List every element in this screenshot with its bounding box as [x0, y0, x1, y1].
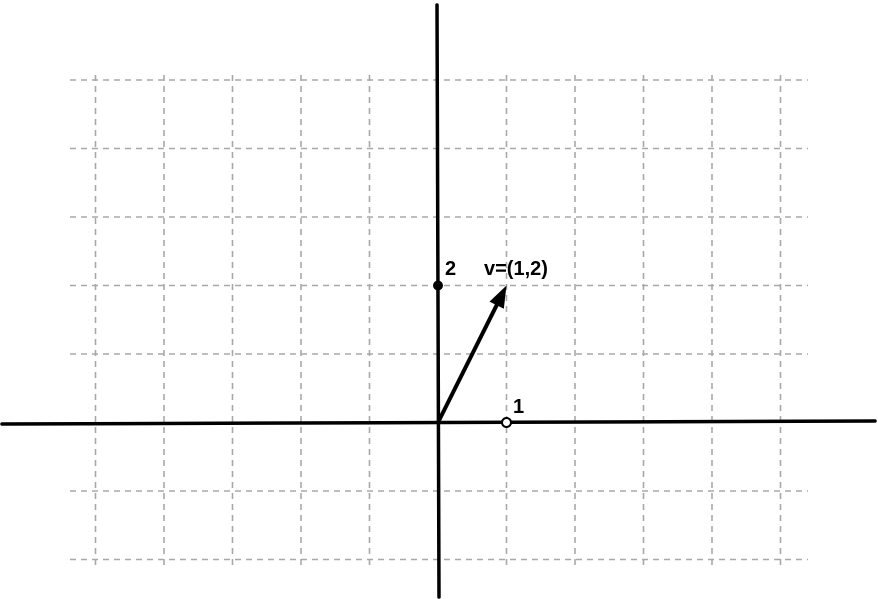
vector-shaft — [436, 303, 499, 425]
y-axis — [435, 3, 441, 599]
vector-label: v=(1,2) — [484, 258, 548, 280]
y-two-point — [433, 280, 443, 291]
x-unit-point — [501, 417, 512, 428]
x-unit-label: 1 — [513, 396, 524, 418]
arrowhead-icon — [489, 285, 507, 309]
vector-v — [436, 285, 507, 425]
y-two-label: 2 — [445, 258, 456, 280]
